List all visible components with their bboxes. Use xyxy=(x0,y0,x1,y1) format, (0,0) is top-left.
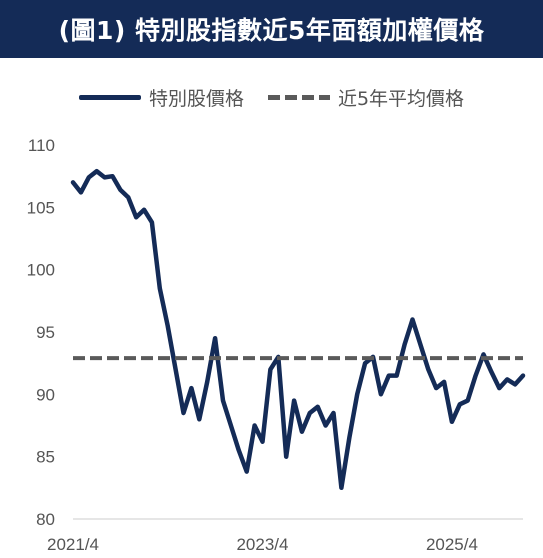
x-tick-label: 2021/4 xyxy=(47,535,99,554)
y-tick-label: 105 xyxy=(27,198,55,217)
chart-legend: 特別股價格 近5年平均價格 xyxy=(0,84,543,111)
y-tick-label: 85 xyxy=(36,448,55,467)
y-tick-label: 100 xyxy=(27,261,55,280)
legend-swatch-dashed xyxy=(267,95,330,100)
legend-item-average: 近5年平均價格 xyxy=(267,84,465,111)
x-tick-label: 2023/4 xyxy=(236,535,288,554)
y-tick-label: 90 xyxy=(36,385,55,404)
title-banner: (圖1) 特別股指數近5年面額加權價格 xyxy=(0,0,543,58)
price-series-line xyxy=(70,168,526,491)
x-tick-label: 2025/4 xyxy=(426,535,478,554)
chart-title: (圖1) 特別股指數近5年面額加權價格 xyxy=(58,16,485,45)
y-tick-label: 110 xyxy=(28,136,55,155)
legend-swatch-solid xyxy=(78,95,141,100)
legend-label-average: 近5年平均價格 xyxy=(337,88,465,110)
legend-item-price: 特別股價格 xyxy=(78,84,244,111)
legend-label-price: 特別股價格 xyxy=(148,88,244,110)
y-tick-label: 80 xyxy=(36,510,55,529)
y-axis: 80 85 90 95 100 105 110 xyxy=(27,136,55,529)
y-tick-label: 95 xyxy=(36,323,55,342)
x-axis: 2021/4 2023/4 2025/4 xyxy=(47,535,478,554)
